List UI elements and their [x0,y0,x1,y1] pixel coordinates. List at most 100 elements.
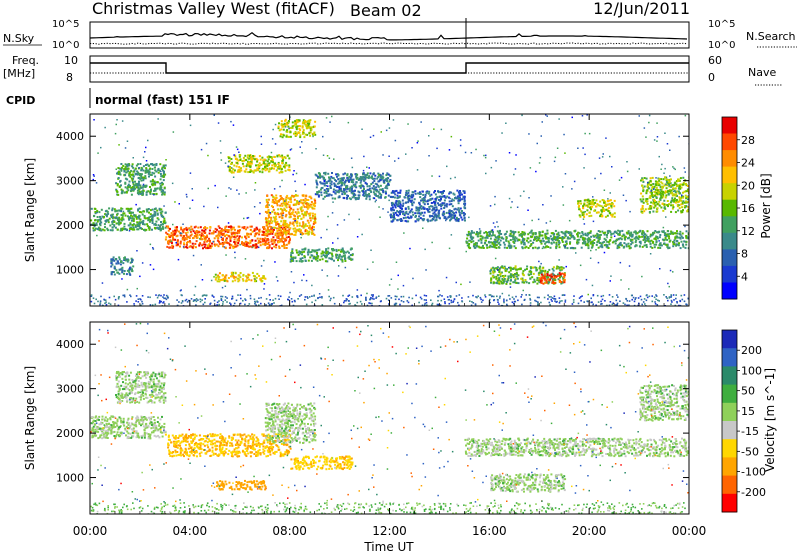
velocity-echo-region [639,384,689,422]
velocity-colorbar-step [722,366,737,386]
velocity-echo-region [290,455,354,471]
power-colorbar-step [722,249,737,267]
power-ytick-label: 3000 [56,175,84,188]
velocity-echo-region [464,437,689,458]
velocity-colorbar-step [722,348,737,367]
noise-tick-high-left: 10^5 [52,19,79,30]
power-colorbar-step [722,282,737,300]
power-colorbar-step [722,117,737,134]
power-colorbar-step [722,265,737,283]
power-echo-region [577,198,616,218]
power-ylabel: Slant Range [km] [23,158,37,262]
x-tick-label: 04:00 [173,524,208,538]
power-colorbar-tick-label: 16 [741,202,755,215]
power-colorbar-label: Power [dB] [759,173,773,238]
power-echo-region [277,118,317,139]
velocity-echo-region [115,370,167,404]
nave-tick-high: 60 [708,54,722,67]
station-title: Christmas Valley West (fitACF) [92,0,335,18]
power-colorbar-step [722,216,737,234]
velocity-panel-frame [89,321,690,515]
velocity-ytick-label: 4000 [56,338,84,351]
nsky-label: N.Sky [3,32,35,45]
velocity-ytick-label: 1000 [56,472,84,485]
noise-tick-low-right: 10^0 [708,40,735,51]
frequency-line [90,62,689,74]
x-tick-label: 12:00 [372,524,407,538]
power-ytick-label: 4000 [56,130,84,143]
velocity-ytick-label: 3000 [56,383,84,396]
velocity-colorbar-tick-label: -200 [741,486,766,499]
velocity-colorbar-step [722,475,737,495]
power-echo-region [90,207,167,232]
noise-tick-high-right: 10^5 [708,19,735,30]
freq-unit-label: [MHz] [3,67,35,80]
power-echo-region [289,247,354,263]
power-panel-frame [89,113,690,307]
noise-tick-low-left: 10^0 [52,40,79,51]
velocity-colorbar-tick-label: 200 [741,344,762,357]
power-echo-region [227,154,291,174]
x-axis-label: Time UT [363,540,414,554]
beam-label: Beam 02 [350,1,422,20]
cpid-mode: normal (fast) 151 IF [95,93,230,107]
nave-label: Nave [748,66,776,79]
power-echo-region [389,189,467,223]
power-echo-region [639,176,689,214]
velocity-echo-region [216,479,267,491]
noise-sky-line [89,31,688,41]
power-echo-region [314,171,392,201]
date-label: 12/Jun/2011 [593,0,690,18]
power-colorbar-step [722,166,737,184]
velocity-colorbar-tick-label: -50 [741,445,759,458]
velocity-colorbar-step [722,402,737,422]
velocity-colorbar-step [722,330,737,349]
power-echo-region [465,229,689,250]
power-echo-region [115,163,167,196]
power-colorbar-step [722,133,737,151]
power-ytick-label: 2000 [56,219,84,232]
power-colorbar-step [722,199,737,217]
velocity-colorbar-step [722,493,737,513]
freq-tick-high: 10 [64,54,78,67]
power-colorbar-tick-label: 12 [741,225,755,238]
velocity-scatter [90,322,689,514]
velocity-colorbar: 200 100 50 15 -15 -50 -100 -200 [721,329,766,513]
power-echo-region [110,256,135,276]
nsearch-label: N.Search [746,30,796,43]
velocity-colorbar-tick-label: 15 [741,405,755,418]
power-echo-region [539,272,566,285]
cpid-label: CPID [6,94,35,107]
x-tick-label: 00:00 [73,524,108,538]
velocity-colorbar-step [722,384,737,404]
power-colorbar-step [722,183,737,201]
velocity-echo-region [164,433,292,458]
power-colorbar-tick-label: 4 [741,270,748,283]
power-echo-region [214,271,267,283]
velocity-echo-region [264,402,317,444]
frequency-panel: Freq. [MHz] 10 8 60 0 Nave [3,54,782,86]
x-tick-label: 00:00 [672,524,707,538]
velocity-colorbar-label: Velocity [m s^-1] [763,368,777,472]
power-scatter [90,114,689,306]
power-echo-region [164,225,291,250]
power-colorbar-tick-label: 8 [741,248,748,261]
power-colorbar-step [722,232,737,250]
power-ytick-label: 1000 [56,264,84,277]
nave-tick-low: 0 [708,71,715,84]
velocity-ytick-label: 2000 [56,427,84,440]
x-tick-label: 08:00 [272,524,307,538]
velocity-colorbar-tick-label: -100 [741,466,766,479]
velocity-heatmap [90,322,689,514]
velocity-colorbar-tick-label: 100 [741,364,762,377]
velocity-colorbar-step [722,421,737,440]
velocity-colorbar-frame [721,329,738,513]
x-tick-label: 20:00 [572,524,607,538]
power-colorbar: 28 24 20 16 12 8 4 [721,116,755,300]
velocity-colorbar-tick-label: 50 [741,385,755,398]
velocity-colorbar-step [722,439,737,458]
x-tick-label: 16:00 [472,524,507,538]
power-heatmap [90,114,689,306]
power-colorbar-tick-label: 28 [741,134,755,147]
velocity-ylabel: Slant Range [km] [23,366,37,470]
